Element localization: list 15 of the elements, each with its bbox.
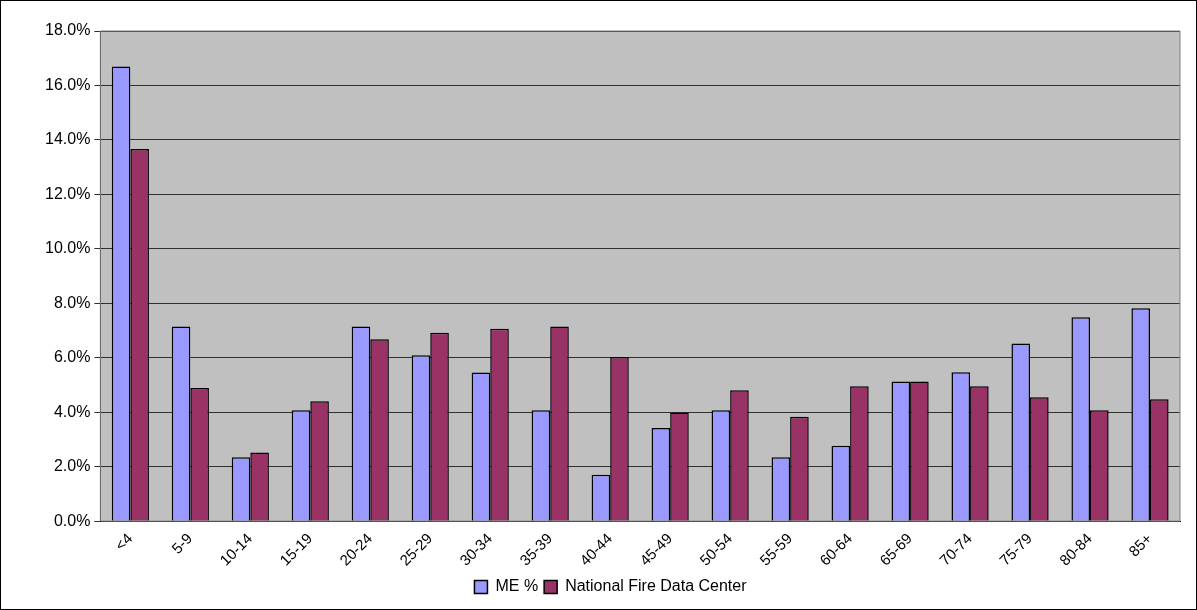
y-tick-label: 18.0% xyxy=(44,21,91,39)
y-tick-label: 12.0% xyxy=(44,184,91,202)
y-tick-label: 14.0% xyxy=(44,130,91,148)
x-tick-label: <4 xyxy=(111,529,136,554)
x-tick-label: 5-9 xyxy=(168,529,196,557)
legend-label: ME % xyxy=(495,577,539,595)
y-tick-label: 8.0% xyxy=(53,293,91,311)
x-tick-label: 85+ xyxy=(1125,529,1156,560)
y-tick-label: 4.0% xyxy=(53,402,91,420)
y-tick-label: 10.0% xyxy=(44,239,91,257)
y-tick-label: 6.0% xyxy=(53,348,91,366)
legend-label: National Fire Data Center xyxy=(565,577,748,595)
y-tick-label: 2.0% xyxy=(53,457,91,475)
y-tick-label: 0.0% xyxy=(53,511,91,529)
y-tick-label: 16.0% xyxy=(44,75,91,93)
